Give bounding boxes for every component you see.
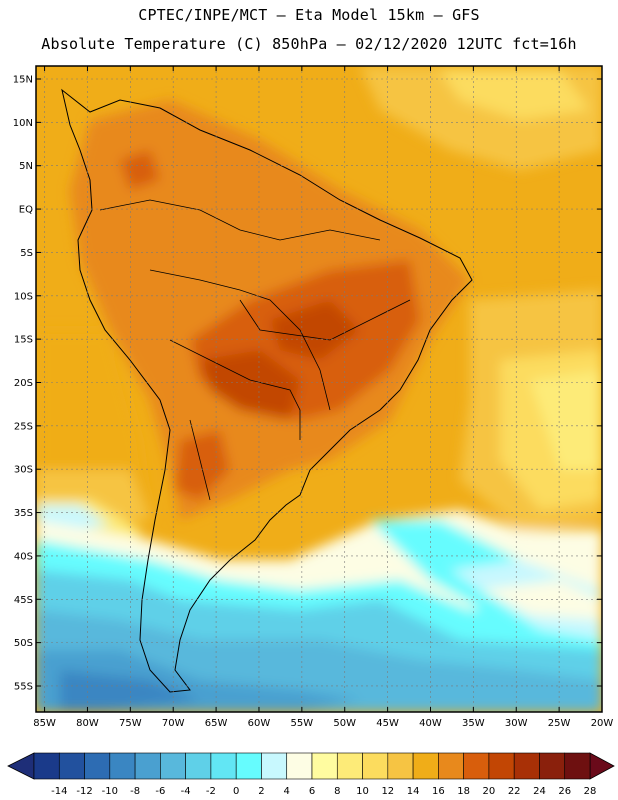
lon-label: 20W <box>591 718 614 729</box>
colorbar-tick-label: 4 <box>284 786 290 797</box>
map-title: CPTEC/INPE/MCT – Eta Model 15km – GFS <box>138 6 480 24</box>
colorbar-swatch <box>210 752 237 780</box>
lat-label: 10N <box>13 118 33 129</box>
lon-label: 55W <box>291 718 314 729</box>
lon-label: 85W <box>33 718 56 729</box>
colorbar-swatch <box>463 752 490 780</box>
colorbar-tick-label: 20 <box>483 786 496 797</box>
colorbar-tick-label: 22 <box>508 786 521 797</box>
coastline <box>61 88 473 693</box>
colorbar: -14 -12 -10 -8 -6 -4 -2 0 2 4 6 8 10 12 14 16 18 20 22 24 26… <box>7 752 615 797</box>
lon-label: 40W <box>419 718 442 729</box>
lat-label: 15S <box>14 335 33 346</box>
colorbar-tick-label: 26 <box>558 786 571 797</box>
latitude-labels: 15N 10N 5N EQ 5S 10S 15S 20S 25S 30S 35S 40S 45S 50S 5… <box>13 75 33 693</box>
lon-label: 60W <box>248 718 271 729</box>
colorbar-tick-label: 10 <box>356 786 369 797</box>
lon-label: 80W <box>76 718 99 729</box>
colorbar-low-arrow <box>7 752 35 780</box>
colorbar-tick-label: 8 <box>334 786 340 797</box>
colorbar-tick-label: 16 <box>432 786 445 797</box>
colorbar-swatch <box>33 752 60 780</box>
lat-label: 35S <box>14 508 33 519</box>
colorbar-swatch <box>311 752 338 780</box>
colorbar-swatch <box>362 752 389 780</box>
colorbar-swatch <box>564 752 591 780</box>
colorbar-tick-label: 12 <box>381 786 394 797</box>
lat-label: 15N <box>13 75 33 86</box>
lon-label: 25W <box>548 718 571 729</box>
grid-lines <box>36 66 603 712</box>
lat-label: 50S <box>14 638 33 649</box>
colorbar-swatch <box>488 752 515 780</box>
colorbar-swatch <box>160 752 186 780</box>
colorbar-tick-label: 24 <box>533 786 546 797</box>
colorbar-swatch <box>387 752 414 780</box>
map-subtitle: Absolute Temperature (C) 850hPa – 02/12/… <box>41 35 577 53</box>
colorbar-tick-label: 0 <box>233 786 239 797</box>
lon-label: 75W <box>119 718 142 729</box>
colorbar-swatch <box>58 752 85 780</box>
colorbar-tick-label: -12 <box>76 786 92 797</box>
temperature-field <box>36 66 602 712</box>
lon-label: 45W <box>376 718 399 729</box>
colorbar-tick-label: 28 <box>584 786 597 797</box>
colorbar-swatch <box>513 752 540 780</box>
colorbar-swatch <box>336 752 363 780</box>
lon-label: 30W <box>505 718 528 729</box>
colorbar-swatch <box>438 752 464 780</box>
colorbar-swatch <box>185 752 212 780</box>
colorbar-swatch <box>412 752 439 780</box>
colorbar-swatch <box>261 752 288 780</box>
lat-label: 40S <box>14 551 33 562</box>
colorbar-swatch <box>286 752 313 780</box>
lon-label: 70W <box>162 718 185 729</box>
colorbar-tick-label: -8 <box>130 786 140 797</box>
map-frame <box>35 65 603 713</box>
lat-label: 5S <box>20 248 33 259</box>
colorbar-swatch <box>134 752 161 780</box>
lat-label: 45S <box>14 595 33 606</box>
colorbar-tick-label: -2 <box>206 786 216 797</box>
colorbar-tick-label: -4 <box>181 786 191 797</box>
lon-label: 35W <box>462 718 485 729</box>
colorbar-swatch <box>84 752 111 780</box>
colorbar-swatch <box>539 752 566 780</box>
colorbar-swatch <box>109 752 136 780</box>
colorbar-tick-label: -10 <box>102 786 118 797</box>
lat-label: 25S <box>14 421 33 432</box>
colorbar-tick-label: 2 <box>258 786 264 797</box>
colorbar-swatch <box>235 752 262 780</box>
lon-label: 65W <box>205 718 228 729</box>
lat-label: 5N <box>19 161 33 172</box>
lat-label: 30S <box>14 465 33 476</box>
colorbar-high-arrow <box>589 752 615 780</box>
lat-label: 10S <box>14 291 33 302</box>
colorbar-tick-label: 14 <box>407 786 420 797</box>
colorbar-tick-label: -14 <box>51 786 67 797</box>
lat-label: 55S <box>14 681 33 692</box>
longitude-labels: 85W 80W 75W 70W 65W 60W 55W 50W 45W 40W 35W 30W 25W 2… <box>33 718 613 729</box>
colorbar-tick-label: -6 <box>155 786 165 797</box>
colorbar-tick-label: 6 <box>309 786 315 797</box>
lat-label: EQ <box>19 205 33 216</box>
lat-label: 20S <box>14 378 33 389</box>
colorbar-tick-label: 18 <box>457 786 470 797</box>
lon-label: 50W <box>333 718 356 729</box>
